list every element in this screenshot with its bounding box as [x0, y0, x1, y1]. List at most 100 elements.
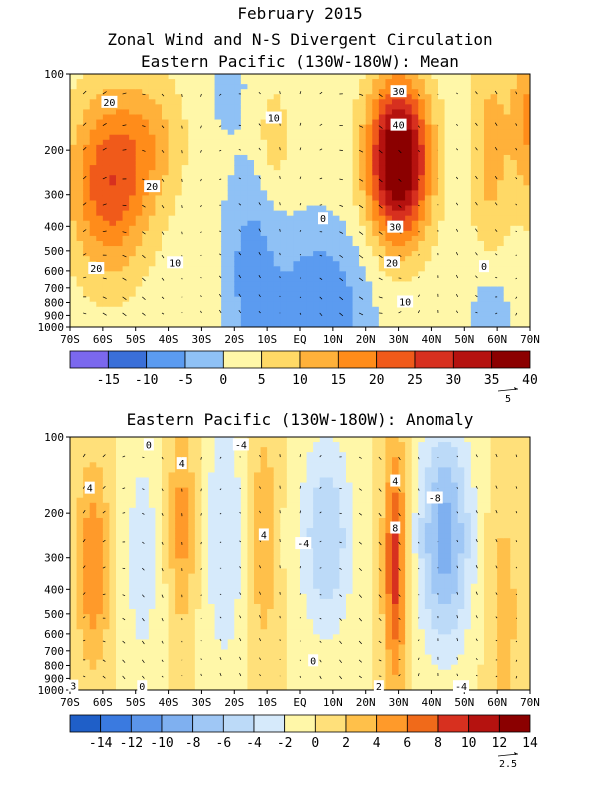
shade-cell [168, 170, 176, 176]
shade-cell [142, 301, 150, 308]
shade-cell [444, 94, 452, 100]
shade-cell [523, 160, 530, 166]
vector-arrow [398, 204, 402, 208]
shade-cell [201, 583, 209, 590]
shade-cell [214, 644, 222, 651]
shade-cell [392, 321, 400, 327]
shade-cell [398, 160, 406, 166]
shade-cell [148, 220, 157, 227]
shade-cell [208, 79, 216, 85]
shade-cell [300, 185, 308, 191]
shade-cell [339, 240, 347, 247]
shade-cell [438, 180, 446, 186]
shade-cell [431, 220, 439, 227]
shade-cell [503, 195, 511, 202]
shade-cell [319, 205, 327, 212]
shade-cell [181, 517, 189, 524]
shade-cell [234, 256, 242, 262]
shade-cell [503, 119, 511, 126]
shade-cell [116, 674, 124, 681]
shade-cell [451, 154, 459, 161]
shade-cell [148, 583, 157, 590]
shade-cell [96, 563, 104, 570]
shade-cell [70, 180, 78, 186]
shade-cell [194, 447, 203, 453]
shade-cell [470, 160, 479, 166]
shade-cell [260, 89, 268, 95]
x-tick-label: 30S [191, 333, 211, 346]
contour-label-bg [101, 95, 118, 108]
shade-cell [247, 271, 255, 277]
shade-cell [411, 154, 419, 161]
shade-cell [208, 124, 216, 131]
vector-arrow [417, 294, 420, 298]
shade-cell [162, 134, 170, 141]
shade-cell [129, 477, 137, 484]
shade-cell [411, 79, 419, 85]
shade-cell [129, 639, 137, 646]
shade-cell [293, 190, 301, 197]
shade-cell [247, 89, 255, 95]
shade-cell [378, 129, 387, 136]
shade-cell [497, 79, 505, 85]
shade-cell [142, 568, 150, 575]
shade-cell [208, 674, 216, 681]
shade-cell [96, 502, 104, 509]
shade-cell [490, 190, 498, 197]
x-tick-label: 50S [126, 333, 146, 346]
shade-cell [188, 674, 196, 681]
shade-cell [76, 472, 84, 479]
shade-cell [175, 190, 183, 197]
shade-cell [240, 235, 249, 242]
shade-cell [424, 306, 433, 313]
vector-arrow [258, 202, 261, 206]
shade-cell [83, 124, 91, 131]
shade-cell [135, 301, 143, 308]
shade-cell [162, 512, 170, 519]
shade-cell [142, 664, 150, 671]
shade-cell [280, 296, 288, 303]
shade-cell [339, 170, 347, 176]
shade-cell [96, 170, 104, 176]
shade-cell [378, 119, 387, 126]
shade-cell [109, 215, 117, 222]
shade-cell [76, 311, 84, 318]
shade-cell [109, 160, 117, 166]
shade-cell [332, 74, 341, 80]
shade-cell [398, 180, 406, 186]
shade-cell [76, 291, 84, 298]
shade-cell [188, 644, 196, 651]
shade-cell [155, 195, 163, 202]
shade-cell [313, 281, 321, 288]
shade-cell [300, 180, 308, 186]
shade-cell [89, 568, 97, 575]
shade-cell [155, 598, 163, 605]
shade-cell [175, 94, 183, 100]
shade-cell [405, 281, 413, 288]
shade-cell [280, 99, 288, 105]
shade-cell [129, 139, 137, 146]
shade-cell [116, 144, 124, 151]
shade-cell [240, 296, 249, 303]
shade-cell [208, 578, 216, 585]
shade-cell [188, 225, 196, 232]
shade-cell [240, 160, 249, 166]
shade-cell [490, 79, 498, 85]
shade-cell [300, 225, 308, 232]
shade-cell [451, 139, 459, 146]
shade-cell [451, 149, 459, 156]
shade-cell [411, 256, 419, 262]
shade-cell [523, 109, 530, 116]
shade-cell [122, 487, 130, 494]
shade-cell [260, 321, 268, 327]
shade-cell [457, 165, 465, 171]
shade-cell [510, 124, 518, 131]
shade-cell [378, 200, 387, 207]
shade-cell [214, 276, 222, 283]
vector-arrow [319, 148, 323, 151]
shade-cell [497, 89, 505, 95]
shade-cell [359, 129, 367, 136]
shade-cell [372, 185, 380, 191]
shade-cell [247, 286, 255, 293]
shade-cell [313, 124, 321, 131]
